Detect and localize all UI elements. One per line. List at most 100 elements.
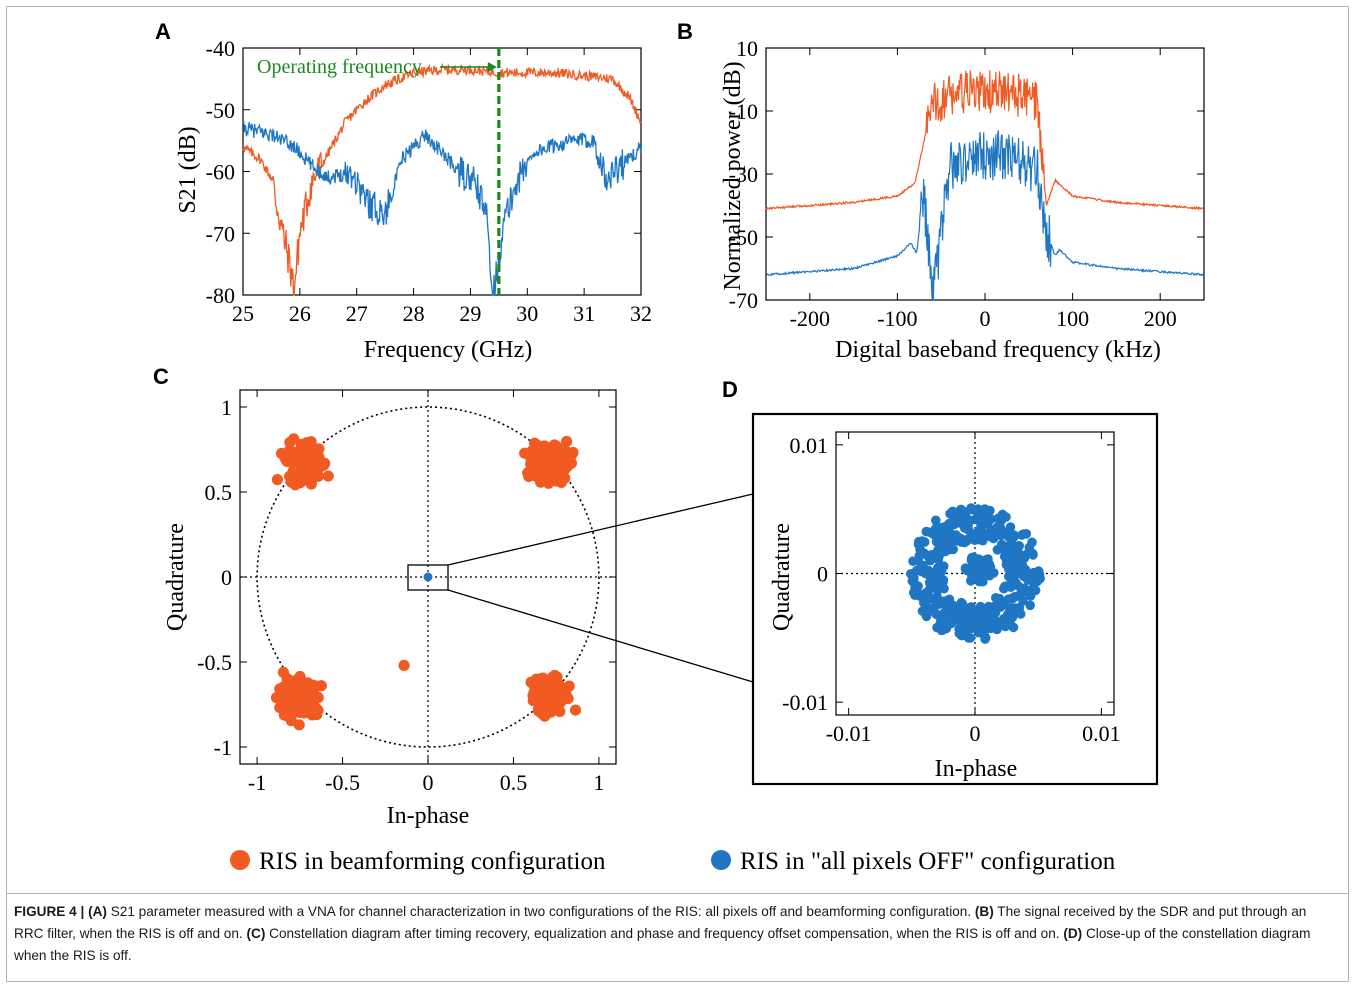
a-series-blue-line — [242, 121, 642, 296]
d-blue-point — [925, 580, 936, 591]
c-orange-point — [569, 704, 582, 716]
d-blue-point — [1005, 582, 1016, 592]
d-blue-point — [951, 507, 962, 518]
d-blue-point — [1016, 530, 1027, 540]
d-blue-point — [915, 544, 925, 555]
d-blue-point — [946, 606, 956, 617]
b-ytick-label: -50 — [729, 225, 758, 250]
d-blue-point — [962, 603, 972, 614]
c-orange-point — [555, 476, 568, 488]
legend-label-beamforming: RIS in beamforming configuration — [259, 848, 606, 875]
zoom-connector-bottom — [447, 589, 754, 683]
legend-marker-all-off — [711, 850, 731, 870]
caption-b-text: The signal received by the SDR and put t… — [14, 904, 1307, 941]
d-xtick-label: -0.01 — [826, 721, 872, 746]
c-orange-point — [547, 690, 560, 702]
c-orange-point — [519, 447, 531, 459]
a-xtick-label: 32 — [630, 301, 652, 326]
panel-letter-c: C — [153, 364, 169, 389]
b-xtick-label: 0 — [980, 306, 991, 331]
d-blue-point — [959, 523, 970, 533]
b-xtick-label: 200 — [1144, 306, 1177, 331]
b-xtick-label: -200 — [790, 306, 830, 331]
c-orange-point — [536, 706, 549, 719]
d-blue-point — [976, 520, 986, 531]
c-orange-point — [322, 470, 334, 482]
b-ytick-label: -70 — [729, 288, 758, 313]
c-orange-point — [289, 479, 301, 491]
c-orange-point — [530, 462, 542, 474]
d-blue-point — [966, 503, 976, 513]
d-blue-point — [955, 614, 966, 625]
d-blue-point — [985, 505, 995, 516]
a-xtick-label: 28 — [403, 301, 425, 326]
d-blue-point — [1001, 559, 1012, 569]
c-xlabel: In-phase — [387, 803, 470, 829]
d-blue-point — [931, 515, 941, 526]
c-orange-point — [287, 704, 299, 717]
legend-label-all-off: RIS in "all pixels OFF" configuration — [740, 848, 1116, 875]
c-xtick-label: 0.5 — [500, 770, 528, 795]
d-blue-point — [940, 536, 950, 547]
d-outer-frame — [751, 412, 1159, 786]
d-blue-point — [994, 619, 1005, 630]
d-blue-point — [908, 556, 918, 566]
d-blue-point — [939, 596, 950, 606]
d-ytick-label: 0.01 — [790, 433, 829, 458]
c-xtick-label: -1 — [248, 770, 266, 795]
d-blue-point — [933, 562, 943, 573]
d-xtick-label: 0 — [970, 721, 981, 746]
d-blue-point — [1015, 549, 1025, 560]
d-blue-point — [1017, 561, 1028, 571]
caption-d-tag: (D) — [1063, 926, 1083, 941]
a-ytick-label: -60 — [206, 160, 235, 185]
a-xtick-label: 26 — [289, 301, 311, 326]
c-ytick-label: -1 — [214, 735, 232, 760]
caption-a-tag: (A) — [88, 904, 107, 919]
panel-letter-a: A — [155, 19, 171, 44]
a-xtick-label: 31 — [573, 301, 595, 326]
c-xtick-label: 0 — [423, 770, 434, 795]
d-blue-point — [970, 621, 981, 631]
d-blue-point — [1007, 539, 1018, 550]
d-blue-point — [945, 544, 956, 555]
c-orange-point — [522, 467, 534, 479]
c-orange-point — [293, 673, 305, 686]
c-blue-points — [423, 572, 433, 582]
c-orange-point — [299, 691, 312, 704]
caption-d-text: Close-up of the constellation diagram wh… — [14, 926, 1311, 963]
c-ytick-label: 0 — [221, 565, 232, 590]
d-blue-point — [961, 564, 972, 574]
a-ytick-label: -50 — [206, 98, 235, 123]
d-blue-point — [914, 536, 924, 547]
c-orange-point — [303, 703, 315, 715]
c-orange-point — [563, 680, 575, 692]
b-ytick-label: -30 — [729, 162, 758, 187]
b-xtick-label: -100 — [877, 306, 917, 331]
a-annotation-label: Operating frequency — [257, 56, 422, 78]
d-blue-point — [992, 525, 1003, 536]
d-blue-point — [989, 568, 999, 578]
c-ytick-label: -0.5 — [197, 650, 232, 675]
d-blue-point — [968, 559, 978, 569]
c-orange-points — [270, 433, 582, 731]
panel-letter-b: B — [677, 19, 693, 44]
c-orange-point — [271, 474, 283, 486]
caption-c-tag: (C) — [246, 926, 266, 941]
c-orange-point — [288, 433, 300, 445]
a-ytick-label: -80 — [206, 283, 235, 308]
b-series-blue-line — [766, 130, 1205, 301]
a-xtick-label: 29 — [459, 301, 481, 326]
c-orange-point — [283, 470, 296, 482]
b-ytick-label: -10 — [729, 99, 758, 124]
d-xlabel: In-phase — [935, 756, 1018, 782]
b-xtick-label: 100 — [1056, 306, 1089, 331]
d-blue-point — [978, 563, 989, 574]
d-blue-point — [962, 534, 973, 545]
zoom-connector-top — [447, 493, 754, 566]
d-blue-point — [909, 573, 919, 584]
d-blue-point — [980, 633, 991, 643]
d-blue-point — [1028, 550, 1038, 560]
c-zoom-box — [407, 564, 449, 591]
